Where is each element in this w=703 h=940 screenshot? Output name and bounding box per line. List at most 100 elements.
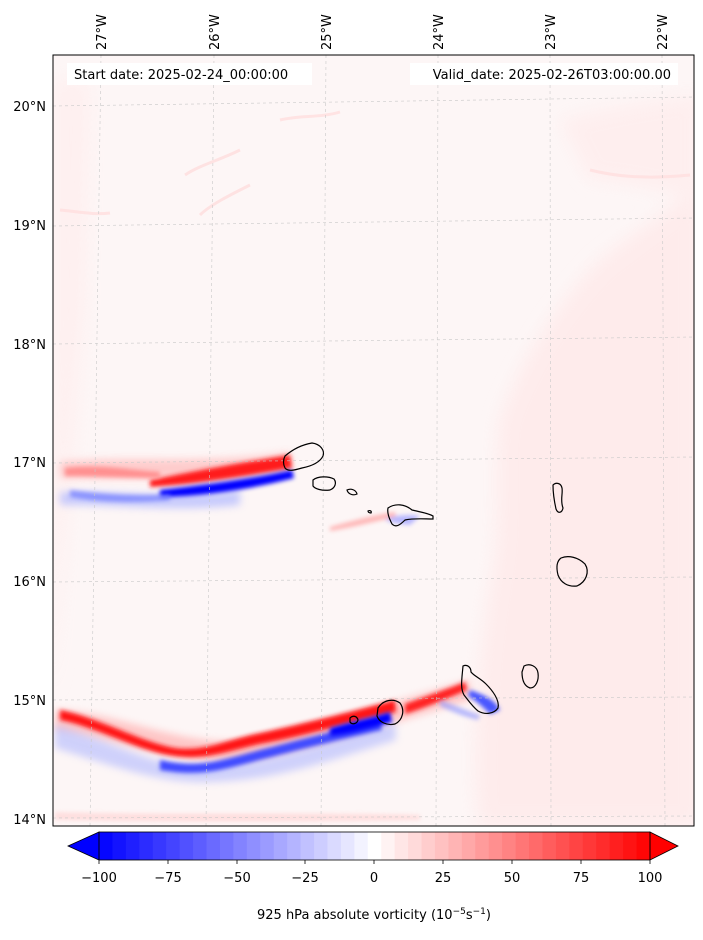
colorbar-swatch	[408, 832, 423, 860]
island-santo-antao	[282, 442, 325, 471]
valid-label-box	[410, 63, 678, 85]
colorbar-swatch	[569, 832, 584, 860]
colorbar-swatch	[206, 832, 221, 860]
colorbar-label-exp2: −1	[473, 907, 486, 917]
colorbar-swatch	[287, 832, 302, 860]
colorbar-swatch	[166, 832, 181, 860]
island-outlines	[282, 442, 588, 726]
colorbar-tick-label: −100	[81, 871, 117, 886]
longitude-labels: 27°W 26°W 25°W 24°W 23°W 22°W	[95, 14, 671, 50]
colorbar-ticks	[98, 860, 651, 864]
colorbar-tick-label: −25	[291, 871, 318, 886]
lat-label: 15°N	[13, 694, 46, 709]
colorbar-swatch	[555, 832, 570, 860]
colorbar-swatches	[99, 832, 651, 860]
colorbar-swatch	[273, 832, 288, 860]
colorbar-label-prefix: 925 hPa absolute vorticity (10	[257, 908, 453, 923]
colorbar-label-suffix: )	[486, 908, 491, 923]
colorbar-swatch	[448, 832, 463, 860]
colorbar-swatch	[219, 832, 234, 860]
north-wake	[60, 452, 294, 509]
bottom-band	[55, 812, 420, 822]
colorbar-label-mid: s	[466, 908, 473, 923]
colorbar-tick-label: 0	[370, 871, 378, 886]
colorbar-swatch	[596, 832, 611, 860]
colorbar-min-extension	[67, 831, 100, 861]
island-sal	[552, 482, 564, 513]
lon-label: 24°W	[432, 14, 447, 50]
colorbar-swatch	[314, 832, 329, 860]
colorbar-tick-label: 25	[435, 871, 452, 886]
colorbar-swatch	[582, 832, 597, 860]
lon-label: 23°W	[544, 14, 559, 50]
colorbar-label-exp1: −5	[453, 907, 466, 917]
colorbar-tick-label: −50	[223, 871, 250, 886]
valid-date-label: Valid_date: 2025-02-26T03:00:00.00	[433, 68, 671, 83]
lat-label: 14°N	[13, 813, 46, 828]
colorbar-swatch	[609, 832, 624, 860]
colorbar-swatch	[636, 832, 651, 860]
colorbar-swatch	[475, 832, 490, 860]
colorbar-swatch	[246, 832, 261, 860]
colorbar-swatch	[367, 832, 382, 860]
colorbar-swatch	[340, 832, 355, 860]
island-sao-nicolau	[387, 504, 434, 527]
colorbar-swatch	[112, 832, 127, 860]
gridlines	[53, 55, 694, 826]
lat-label: 20°N	[13, 100, 46, 115]
lat-label: 19°N	[13, 219, 46, 234]
colorbar-swatch	[488, 832, 503, 860]
map-panel	[53, 55, 694, 826]
start-date-label: Start date: 2025-02-24_00:00:00	[74, 68, 288, 83]
island-sao-vicente	[312, 476, 336, 491]
colorbar-swatch	[354, 832, 369, 860]
colorbar-swatch	[300, 832, 315, 860]
colorbar-label: 925 hPa absolute vorticity (10−5s−1)	[257, 907, 491, 923]
colorbar-swatch	[233, 832, 248, 860]
colorbar-tick-label: 75	[573, 871, 590, 886]
colorbar-swatch	[260, 832, 275, 860]
colorbar-swatch	[434, 832, 450, 860]
colorbar-swatch	[529, 832, 544, 860]
colorbar-swatch	[394, 832, 409, 860]
colorbar-frame	[98, 831, 651, 861]
colorbar-swatch	[193, 832, 208, 860]
island-fogo	[376, 699, 404, 726]
island-boa-vista	[556, 556, 588, 587]
lat-label: 16°N	[13, 575, 46, 590]
colorbar-tick-label: 100	[638, 871, 663, 886]
start-label-box	[67, 63, 312, 85]
colorbar-swatch	[502, 832, 517, 860]
colorbar-swatch	[99, 832, 114, 860]
colorbar-swatch	[125, 832, 140, 860]
lon-label: 26°W	[208, 14, 223, 50]
colorbar-tick-label: −75	[154, 871, 181, 886]
middle-wake	[330, 512, 420, 531]
lat-label: 18°N	[13, 338, 46, 353]
map-frame	[52, 54, 695, 827]
colorbar: −100 −75 −50 −25 0 25 50 75 100 925 hPa …	[67, 831, 679, 923]
colorbar-swatch	[623, 832, 638, 860]
colorbar-swatch	[515, 832, 530, 860]
island-brava	[349, 715, 359, 725]
colorbar-swatch	[179, 832, 194, 860]
lat-label: 17°N	[13, 456, 46, 471]
weak-positive-plume	[53, 80, 694, 826]
latitude-labels: 20°N 19°N 18°N 17°N 16°N 15°N 14°N	[13, 100, 46, 828]
island-small	[367, 510, 372, 514]
colorbar-swatch	[139, 832, 154, 860]
colorbar-tick-label: 50	[504, 871, 521, 886]
colorbar-swatch	[152, 832, 167, 860]
colorbar-swatch	[461, 832, 476, 860]
south-wake	[55, 680, 500, 783]
colorbar-swatch	[381, 832, 396, 860]
colorbar-swatch	[421, 832, 436, 860]
lon-label: 22°W	[656, 14, 671, 50]
faint-streaks	[59, 110, 691, 217]
lon-label: 25°W	[320, 14, 335, 50]
colorbar-swatch	[542, 832, 557, 860]
lon-label: 27°W	[95, 14, 110, 50]
island-santiago	[461, 664, 499, 714]
colorbar-max-extension	[649, 831, 679, 861]
